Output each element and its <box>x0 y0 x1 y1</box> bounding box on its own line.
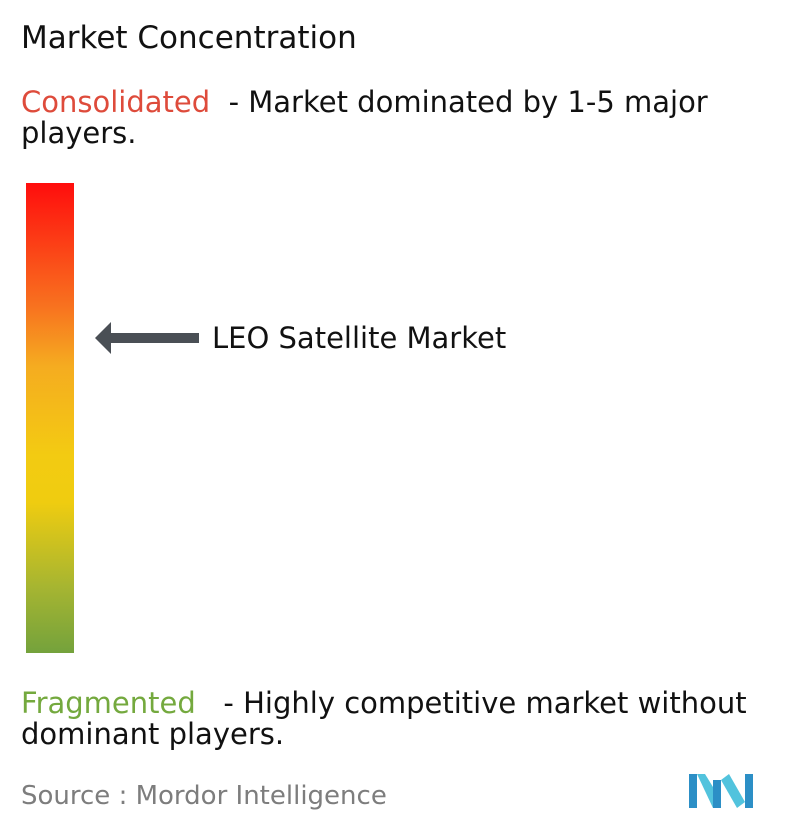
mordor-intelligence-logo <box>689 770 755 808</box>
consolidated-keyword: Consolidated <box>21 85 211 119</box>
logo-icon <box>689 774 753 808</box>
concentration-gradient-bar <box>26 183 74 653</box>
source-label: Source : <box>21 781 128 811</box>
consolidated-description: Consolidated - Market dominated by 1-5 m… <box>21 87 791 149</box>
source-name: Mordor Intelligence <box>135 781 387 811</box>
market-label: LEO Satellite Market <box>212 321 507 356</box>
fragmented-keyword: Fragmented <box>21 686 196 720</box>
market-position-marker <box>95 319 199 357</box>
fragmented-description: Fragmented - Highly competitive market w… <box>21 688 791 750</box>
left-arrow-icon <box>95 322 199 355</box>
consolidated-text: - Market dominated by 1-5 major players. <box>21 85 708 150</box>
fragmented-text: - Highly competitive market without domi… <box>21 686 747 751</box>
source-line: Source : Mordor Intelligence <box>21 780 387 812</box>
chart-title: Market Concentration <box>21 20 357 56</box>
